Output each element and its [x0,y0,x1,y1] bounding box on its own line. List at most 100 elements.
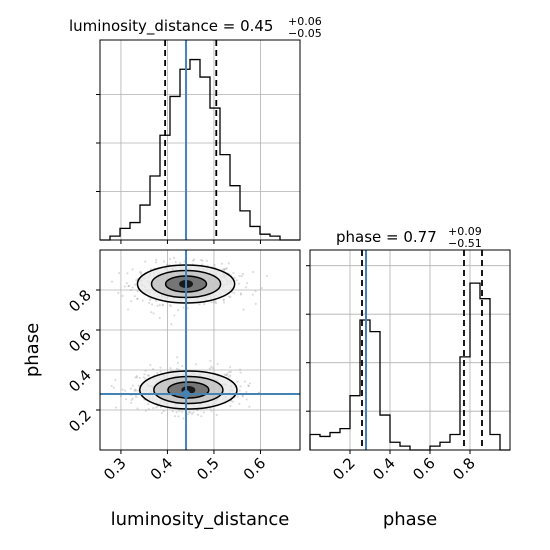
phase-hist-xtick-label-0: 0.2 [329,454,359,484]
density2d-sample-point [232,271,235,275]
density2d-sample-point [131,384,134,387]
density2d-sample-point [175,367,179,370]
density2d-sample-point [117,272,121,275]
density2d-sample-point [135,396,138,399]
phase-hist-frame [309,249,511,451]
density2d-sample-point [194,363,198,366]
density2d-sample-point [248,405,251,408]
density2d-sample-point [131,397,134,400]
density2d-sample-point [229,404,232,408]
density2d-ytick-label-3: 0.8 [65,286,95,316]
density2d-sample-point [133,295,137,298]
svg-text:luminosity_distance = 0.45: luminosity_distance = 0.45 [69,17,273,36]
density2d-sample-point [228,295,231,298]
density2d-sample-point [136,407,139,410]
density2d-sample-point [233,292,236,295]
density2d-sample-point [222,299,225,302]
ld-hist-step [100,58,300,241]
density2d-sample-point [174,260,177,264]
density2d-sample-point [170,323,173,326]
density2d-sample-point [228,370,231,374]
density2d-sample-point [247,385,250,388]
density2d-sample-point [192,411,195,414]
ylabel-phase: phase [22,323,43,377]
density2d-sample-point [156,304,159,307]
density2d-sample-point [139,273,143,276]
density2d-sample-point [265,274,268,278]
density2d-sample-point [133,388,137,391]
density2d-sample-point [155,406,158,409]
density2d-sample-point [189,411,192,414]
density2d-sample-point [177,368,181,371]
density2d-sample-point [110,384,113,388]
density2d-sample-point [172,256,176,259]
phase-title-minus: −0.51 [448,237,482,250]
phase-title-value: 0.77 [403,228,436,246]
phase-panel-title: phase = 0.77 +0.09 −0.51 [336,225,482,250]
density2d-sample-point [248,382,252,385]
density2d-sample-point [225,267,229,270]
density2d-sample-point [202,411,206,414]
density2d-sample-point [135,375,138,378]
density2d-sample-point [147,374,151,377]
density2d-sample-point [181,410,184,413]
density2d-sample-point [144,369,147,372]
density2d-sample-point [131,268,134,271]
density2d-sample-point [216,362,219,366]
density2d-sample-point [238,274,241,277]
density2d-sample-point [220,262,224,265]
density2d-sample-point [190,412,194,415]
density2d-sample-point [114,378,117,381]
phase-hist-xtick-label-3: 0.8 [449,454,479,484]
xlabel-phase: phase [383,509,437,530]
density2d-sample-point [173,415,177,418]
density2d-sample-point [222,268,225,271]
density2d-sample-point [177,309,180,312]
density2d-sample-point [182,306,185,309]
density2d-sample-point [245,390,248,394]
density2d-sample-point [239,371,242,374]
density2d-ytick-label-1: 0.4 [65,366,95,396]
density2d-sample-point [193,258,196,261]
density2d-sample-point [229,370,232,373]
density2d-sample-point [159,366,162,369]
density2d-sample-point [211,366,214,370]
density2d-sample-point [186,307,189,310]
density2d-sample-point [239,292,243,295]
density2d-sample-point [229,374,232,377]
ld-title-param: luminosity_distance [69,17,218,36]
density2d-sample-point [245,398,248,401]
density2d-ytick-label-2: 0.6 [65,326,95,356]
density2d-sample-point [144,377,147,380]
density2d-sample-point [196,409,199,412]
density2d-sample-point [127,284,130,288]
density2d-sample-point [208,367,211,370]
density2d-sample-point [149,311,153,314]
density2d-sample-point [152,407,155,410]
density2d-sample-point [112,386,115,389]
density2d-frame [99,249,301,451]
density2d-sample-point [165,263,169,266]
density2d-sample-point [130,401,133,404]
density2d-sample-point [162,410,165,413]
phase-hist-xtick-label-2: 0.6 [409,454,439,484]
density2d-sample-point [198,303,201,306]
density2d-sample-point [210,409,213,412]
density2d-sample-point [247,384,250,387]
density2d-sample-point [177,415,180,418]
density2d-sample-point [156,371,159,375]
density2d-sample-point [254,302,257,306]
xlabel-luminosity-distance: luminosity_distance [111,509,290,530]
density2d-sample-point [196,413,200,416]
density2d-sample-point [168,303,171,307]
density2d-sample-point [200,263,203,266]
density2d-sample-point [161,304,164,307]
density2d-xtick-label-3: 0.6 [240,454,270,484]
density2d-sample-point [138,376,141,380]
density2d-sample-point [226,372,229,375]
density2d-sample-point [224,373,227,377]
density2d-sample-point [227,262,230,265]
ld-title-plus: +0.06 [288,15,322,28]
